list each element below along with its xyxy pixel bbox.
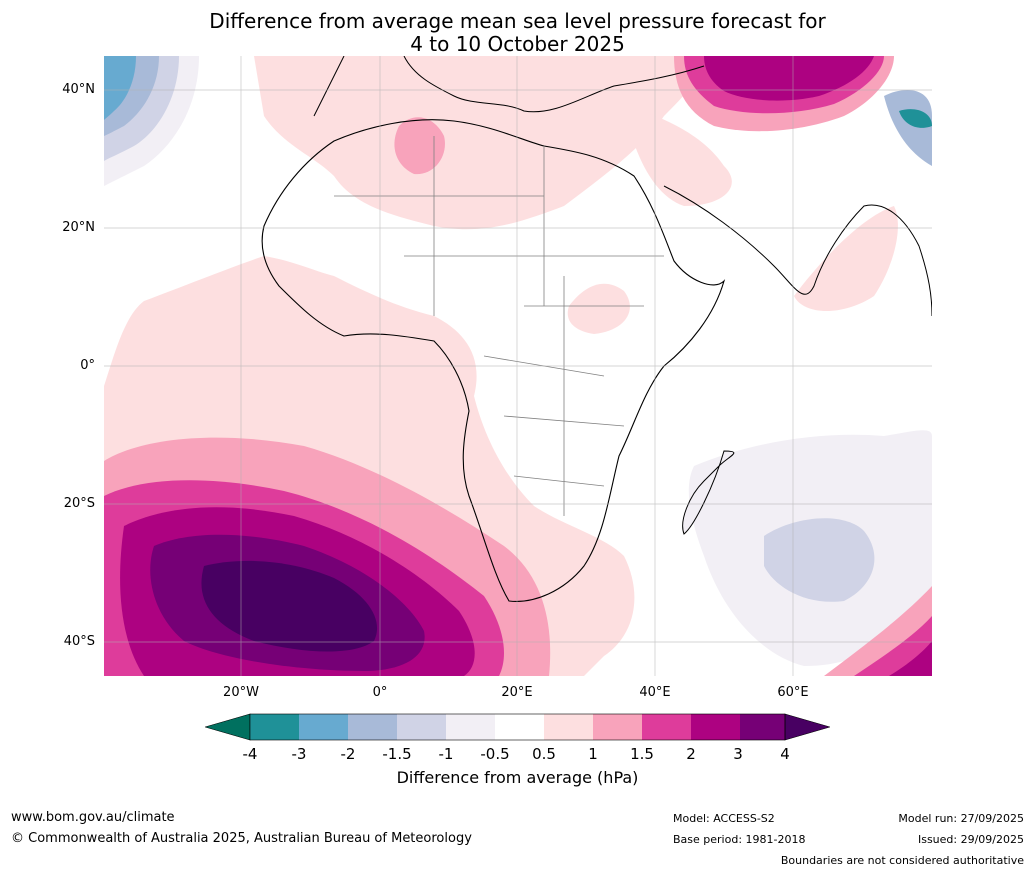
colorbar-frame	[249, 713, 786, 741]
graticule	[104, 56, 932, 676]
colorbar-tick: 3	[733, 745, 743, 763]
lon-label-0: 0°	[372, 685, 388, 700]
lat-label-20n: 20°N	[62, 220, 95, 235]
colorbar-bin-7	[544, 714, 593, 740]
anomaly-region-2-3-asia	[704, 56, 874, 101]
colorbar-bin-9	[642, 714, 691, 740]
lat-label-0: 0°	[80, 358, 95, 373]
colorbar-tick: -3	[291, 745, 307, 763]
map-canvas	[104, 56, 932, 676]
anomaly-region-1-1.5-algeria	[394, 117, 445, 175]
anomaly-region-pos-se-3	[889, 641, 932, 676]
colorbar-tick: 0.5	[532, 745, 556, 763]
anomaly-region-0.5-1-eastafrica	[567, 283, 630, 334]
colorbar-bin-8	[593, 714, 642, 740]
colorbar	[205, 713, 830, 741]
colorbar-label: Difference from average (hPa)	[396, 768, 639, 787]
colorbar-bin-1	[250, 714, 299, 740]
colorbar-tick: 1.5	[630, 745, 654, 763]
madagascar	[682, 450, 735, 535]
footer-base-period: Base period: 1981-2018	[673, 833, 806, 846]
lon-label-20w: 20°W	[223, 685, 259, 700]
anomaly-region-neg-ne-deep	[899, 109, 932, 128]
colorbar-tick: 1	[588, 745, 598, 763]
lon-label-20e: 20°E	[501, 685, 533, 700]
colorbar-tick: 2	[686, 745, 696, 763]
footer-model-run: Model run: 27/09/2025	[898, 812, 1024, 825]
colorbar-tick: -4	[242, 745, 258, 763]
anomaly-region-neg-ne	[884, 90, 932, 166]
colorbar-extend-high	[784, 713, 830, 741]
footer-model: Model: ACCESS-S2	[673, 812, 775, 825]
africa-coastline	[261, 119, 726, 602]
pressure-anomaly-map	[104, 56, 932, 676]
lat-label-40s: 40°S	[63, 634, 95, 649]
colorbar-tick: 4	[780, 745, 790, 763]
colorbar-tick: -1	[438, 745, 454, 763]
colorbar-bin-2	[299, 714, 348, 740]
colorbar-tick: -0.5	[480, 745, 510, 763]
eurasia-coastline	[313, 56, 932, 317]
colorbar-bin-11	[740, 714, 785, 740]
colorbar-bin-4	[397, 714, 446, 740]
anomaly-region-neg-1-indian	[764, 518, 875, 602]
footer-copyright: © Commonwealth of Australia 2025, Austra…	[11, 831, 472, 846]
anomaly-region-0.5-1-north	[254, 56, 704, 230]
colorbar-bin-5	[446, 714, 495, 740]
colorbar-extend-low	[205, 713, 251, 741]
footer-issued: Issued: 29/09/2025	[917, 833, 1024, 846]
colorbar-tick: -2	[340, 745, 356, 763]
anomaly-region-0.5-1-arabia	[624, 106, 732, 206]
colorbar-bin-10	[691, 714, 740, 740]
chart-title-line-2: 4 to 10 October 2025	[410, 32, 625, 56]
lon-label-60e: 60°E	[777, 685, 809, 700]
chart-title-line-1: Difference from average mean sea level p…	[209, 9, 826, 33]
colorbar-tick: -1.5	[382, 745, 412, 763]
lat-label-20s: 20°S	[63, 496, 95, 511]
colorbar-bin-3	[348, 714, 397, 740]
anomaly-region-gt4-southatlantic	[201, 560, 378, 652]
colorbar-bin-6	[495, 714, 544, 740]
anomaly-region-neg-2-nw	[104, 56, 136, 120]
lat-label-40n: 40°N	[62, 82, 95, 97]
footer-url[interactable]: www.bom.gov.au/climate	[11, 810, 175, 825]
lon-label-40e: 40°E	[639, 685, 671, 700]
footer-disclaimer: Boundaries are not considered authoritat…	[780, 854, 1024, 867]
anomaly-region-0.5-1-india	[794, 206, 898, 311]
